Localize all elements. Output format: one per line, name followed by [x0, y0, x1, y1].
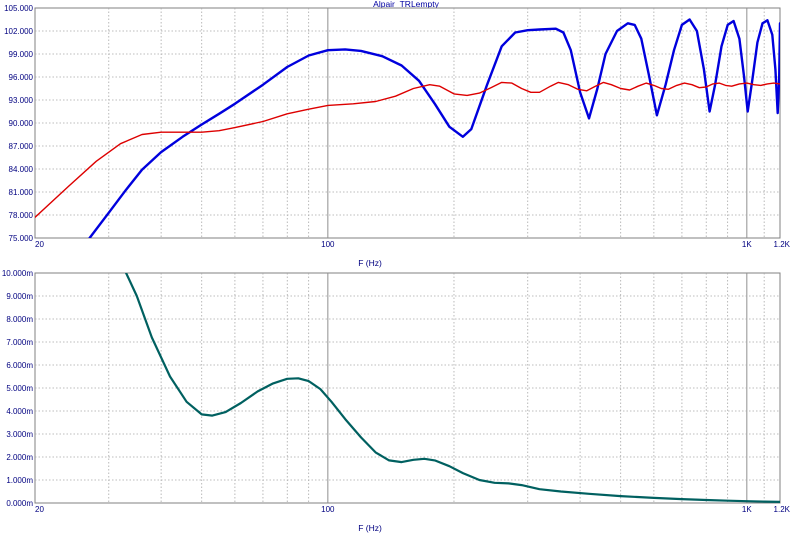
y-tick-label: 6.000m — [6, 361, 33, 370]
y-tick-label: 90.000 — [9, 119, 34, 128]
top-series-line-1 — [88, 18, 780, 238]
top-series-line-2 — [35, 81, 780, 218]
x-tick-label: 100 — [321, 505, 335, 514]
y-tick-label: 87.000 — [9, 142, 34, 151]
top-x-axis-label: F (Hz) — [358, 258, 382, 268]
chart-title: Alpair_TRLempty — [373, 0, 439, 9]
y-tick-label: 9.000m — [6, 292, 33, 301]
y-tick-label: 75.000 — [9, 234, 34, 243]
y-tick-label: 105.000 — [4, 4, 33, 13]
y-tick-label: 93.000 — [9, 96, 34, 105]
y-tick-label: 3.000m — [6, 430, 33, 439]
bottom-grid — [35, 273, 780, 503]
x-tick-label: 1.2K — [774, 505, 791, 514]
bottom-y-tick-labels: 0.000m 1.000m 2.000m 3.000m 4.000m 5.000m 6.00… — [2, 269, 33, 508]
y-tick-label: 7.000m — [6, 338, 33, 347]
y-tick-label: 102.000 — [4, 27, 33, 36]
x-tick-label: 100 — [321, 240, 335, 249]
x-tick-label: 20 — [35, 505, 44, 514]
y-tick-label: 4.000m — [6, 407, 33, 416]
y-tick-label: 5.000m — [6, 384, 33, 393]
y-tick-label: 99.000 — [9, 50, 34, 59]
top-x-tick-labels: 20 100 1K 1.2K — [35, 240, 791, 249]
y-tick-label: 1.000m — [6, 476, 33, 485]
top-chart: Alpair_TRLempty 75.000 78.000 81.000 84.000… — [4, 0, 791, 268]
x-tick-label: 20 — [35, 240, 44, 249]
bottom-series-line-1 — [125, 273, 780, 503]
y-tick-label: 78.000 — [9, 211, 34, 220]
y-tick-label: 2.000m — [6, 453, 33, 462]
y-tick-label: 0.000m — [6, 499, 33, 508]
top-y-tick-labels: 75.000 78.000 81.000 84.000 87.000 90.000 93.0… — [4, 4, 33, 243]
y-tick-label: 10.000m — [2, 269, 33, 278]
bottom-chart: 0.000m 1.000m 2.000m 3.000m 4.000m 5.000m 6.00… — [2, 269, 791, 533]
x-tick-label: 1K — [742, 240, 752, 249]
bottom-x-axis-label: F (Hz) — [358, 523, 382, 533]
y-tick-label: 84.000 — [9, 165, 34, 174]
y-tick-label: 8.000m — [6, 315, 33, 324]
bottom-x-tick-labels: 20 100 1K 1.2K — [35, 505, 791, 514]
bottom-series-group — [125, 273, 780, 503]
x-tick-label: 1K — [742, 505, 752, 514]
top-series-group — [35, 18, 780, 238]
x-tick-label: 1.2K — [774, 240, 791, 249]
y-tick-label: 81.000 — [9, 188, 34, 197]
y-tick-label: 96.000 — [9, 73, 34, 82]
top-grid — [35, 8, 780, 238]
